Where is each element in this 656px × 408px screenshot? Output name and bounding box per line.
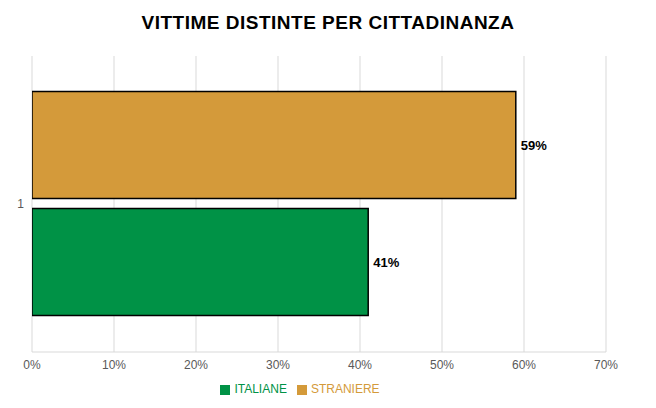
- svg-text:70%: 70%: [594, 358, 618, 372]
- svg-text:30%: 30%: [266, 358, 290, 372]
- html-text:STRANIERE: STRANIERE: [310, 382, 380, 396]
- svg-text:0%: 0%: [23, 358, 41, 372]
- svg-text:60%: 60%: [512, 358, 536, 372]
- svg-text:41%: 41%: [373, 255, 399, 270]
- svg-text:1: 1: [17, 197, 24, 211]
- svg-text:10%: 10%: [102, 358, 126, 372]
- svg-text:20%: 20%: [184, 358, 208, 372]
- svg-text:40%: 40%: [348, 358, 372, 372]
- html-text:VITTIME DISTINTE PER CITTADINA: VITTIME DISTINTE PER CITTADINANZA: [141, 12, 515, 33]
- html-text:ITALIANE: ITALIANE: [234, 382, 287, 396]
- svg-text:59%: 59%: [521, 138, 547, 153]
- svg-text:50%: 50%: [430, 358, 454, 372]
